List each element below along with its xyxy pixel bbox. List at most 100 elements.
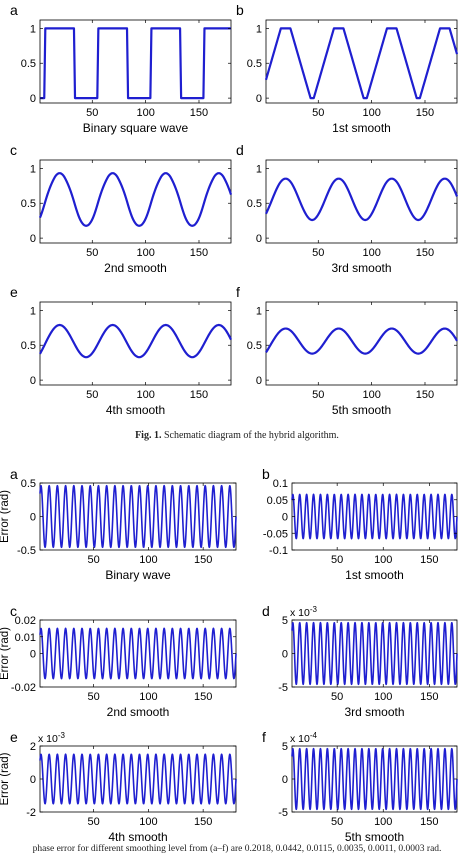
y-tick-label: 1 — [256, 163, 262, 175]
panel-letter: d — [262, 603, 270, 619]
x-axis-label: 5th smooth — [332, 403, 391, 417]
x-tick-label: 100 — [374, 554, 392, 566]
y-tick-label: -5 — [278, 807, 288, 819]
x-tick-label: 150 — [194, 691, 212, 703]
y-tick-label: 1 — [256, 23, 262, 35]
y-tick-label: 2 — [30, 741, 36, 753]
x-tick-label: 150 — [420, 554, 438, 566]
y-tick-label: 5 — [282, 741, 288, 753]
plot-frame — [39, 301, 232, 386]
y-tick-label: 1 — [30, 163, 36, 175]
y-tick-label: 0 — [282, 512, 288, 524]
x-axis-label: 3rd smooth — [344, 705, 404, 719]
figure2-caption: phase error for different smoothing leve… — [0, 844, 474, 854]
y-tick-label: 0.5 — [21, 198, 36, 210]
x-axis-label: 1st smooth — [332, 121, 391, 135]
chart-panel-b-fig1: 50 100 150 0 0.5 1b 1st smooth — [236, 2, 459, 135]
panel-letter: f — [262, 729, 266, 745]
chart-panel-d-fig1: 50 100 150 0 0.5 1d 3rd smooth — [236, 142, 459, 275]
x-tick-label: 100 — [136, 247, 154, 259]
x-tick-label: 150 — [416, 389, 434, 401]
series-line — [291, 493, 458, 540]
x-tick-label: 150 — [420, 816, 438, 828]
plot-frame — [265, 301, 458, 386]
x-tick-label: 100 — [362, 389, 380, 401]
figure1-caption: Fig. 1. Schematic diagram of the hybrid … — [0, 430, 474, 441]
x-axis-label: 2nd smooth — [104, 261, 167, 275]
axis-exponent: x 10-3 — [38, 731, 66, 745]
x-tick-label: 50 — [312, 107, 324, 119]
y-tick-label: 0 — [30, 649, 36, 661]
y-tick-label: 0.5 — [21, 58, 36, 70]
x-tick-label: 50 — [331, 691, 343, 703]
x-tick-label: 50 — [88, 816, 100, 828]
y-tick-label: 0 — [282, 774, 288, 786]
plot-frame — [39, 159, 232, 244]
x-tick-label: 100 — [136, 107, 154, 119]
figure2-caption-text: phase error for different smoothing leve… — [32, 844, 442, 854]
x-tick-label: 100 — [139, 816, 157, 828]
y-tick-label: 0.05 — [267, 495, 288, 507]
x-tick-label: 50 — [331, 554, 343, 566]
panel-letter: a — [10, 2, 18, 18]
y-axis-label: Error (rad) — [0, 627, 11, 680]
x-tick-label: 150 — [416, 247, 434, 259]
y-tick-label: 0 — [30, 233, 36, 245]
plot-frame — [39, 19, 232, 104]
y-tick-label: 0.01 — [15, 632, 36, 644]
series-line — [39, 27, 232, 100]
axis-exponent-power: -4 — [310, 731, 318, 740]
panel-letter: b — [262, 466, 270, 482]
chart-panel-b-fig2: 50 100 150 -0.1 -0.05 0 0.05 0.1b 1st smooth — [262, 466, 458, 582]
axis-exponent: x 10-4 — [290, 731, 318, 745]
series-line — [39, 484, 237, 549]
series-line — [39, 627, 237, 680]
panel-letter: a — [10, 466, 18, 482]
y-tick-label: 0.5 — [247, 340, 262, 352]
y-tick-label: 0.5 — [247, 198, 262, 210]
chart-panel-c-fig1: 50 100 150 0 0.5 1 c 2nd smooth — [10, 142, 233, 275]
chart-panel-c-fig2: 50 100 150 -0.02 0 0.01 0.02c 2nd smooth Error (… — [0, 603, 237, 719]
axis-exponent: x 10-3 — [290, 605, 318, 619]
chart-panel-a-fig1: 50 100 150 0 0.5 1a Binary square wave — [10, 2, 232, 135]
y-tick-label: 0.5 — [21, 478, 36, 490]
x-tick-label: 50 — [86, 107, 98, 119]
y-tick-label: 0 — [282, 649, 288, 661]
x-tick-label: 50 — [88, 554, 100, 566]
panel-letter: f — [236, 284, 240, 300]
axis-exponent-base: x 10 — [290, 733, 310, 745]
x-tick-label: 150 — [194, 554, 212, 566]
series-line — [39, 753, 237, 805]
x-tick-label: 150 — [416, 107, 434, 119]
y-tick-label: -0.5 — [17, 545, 36, 557]
x-tick-label: 100 — [362, 107, 380, 119]
plot-frame — [265, 19, 458, 104]
axis-exponent-base: x 10 — [290, 607, 310, 619]
x-tick-label: 100 — [139, 691, 157, 703]
x-tick-label: 50 — [312, 389, 324, 401]
axis-exponent-power: -3 — [310, 605, 318, 614]
chart-panel-e-fig1: 50 100 150 0 0.5 1e 4th smooth — [10, 284, 232, 417]
y-tick-label: 0.02 — [15, 615, 36, 627]
x-tick-label: 150 — [190, 389, 208, 401]
panel-letter: d — [236, 142, 244, 158]
series-line — [291, 621, 458, 686]
x-tick-label: 50 — [86, 247, 98, 259]
x-tick-label: 100 — [374, 691, 392, 703]
chart-panel-f-fig2: 50 100 150 -5 0 5x 10-4 f 5th smooth — [262, 729, 458, 844]
figure1-caption-label: Fig. 1. — [135, 430, 162, 441]
x-tick-label: 150 — [190, 247, 208, 259]
x-tick-label: 100 — [139, 554, 157, 566]
y-tick-label: 0 — [30, 375, 36, 387]
series-line — [38, 172, 233, 227]
series-line — [291, 747, 458, 811]
series-line — [265, 177, 459, 222]
series-line — [264, 27, 459, 100]
x-tick-label: 150 — [420, 691, 438, 703]
panel-letter: c — [10, 603, 17, 619]
panel-letter: e — [10, 729, 18, 745]
chart-panel-d-fig2: 50 100 150 -5 0 5x 10-3 d 3rd smooth — [262, 603, 458, 719]
y-tick-label: 0 — [30, 774, 36, 786]
axis-exponent-power: -3 — [58, 731, 66, 740]
chart-panel-e-fig2: 50 100 150 -2 0 2x 10-3 e 4th smooth Error (rad) — [0, 729, 237, 844]
